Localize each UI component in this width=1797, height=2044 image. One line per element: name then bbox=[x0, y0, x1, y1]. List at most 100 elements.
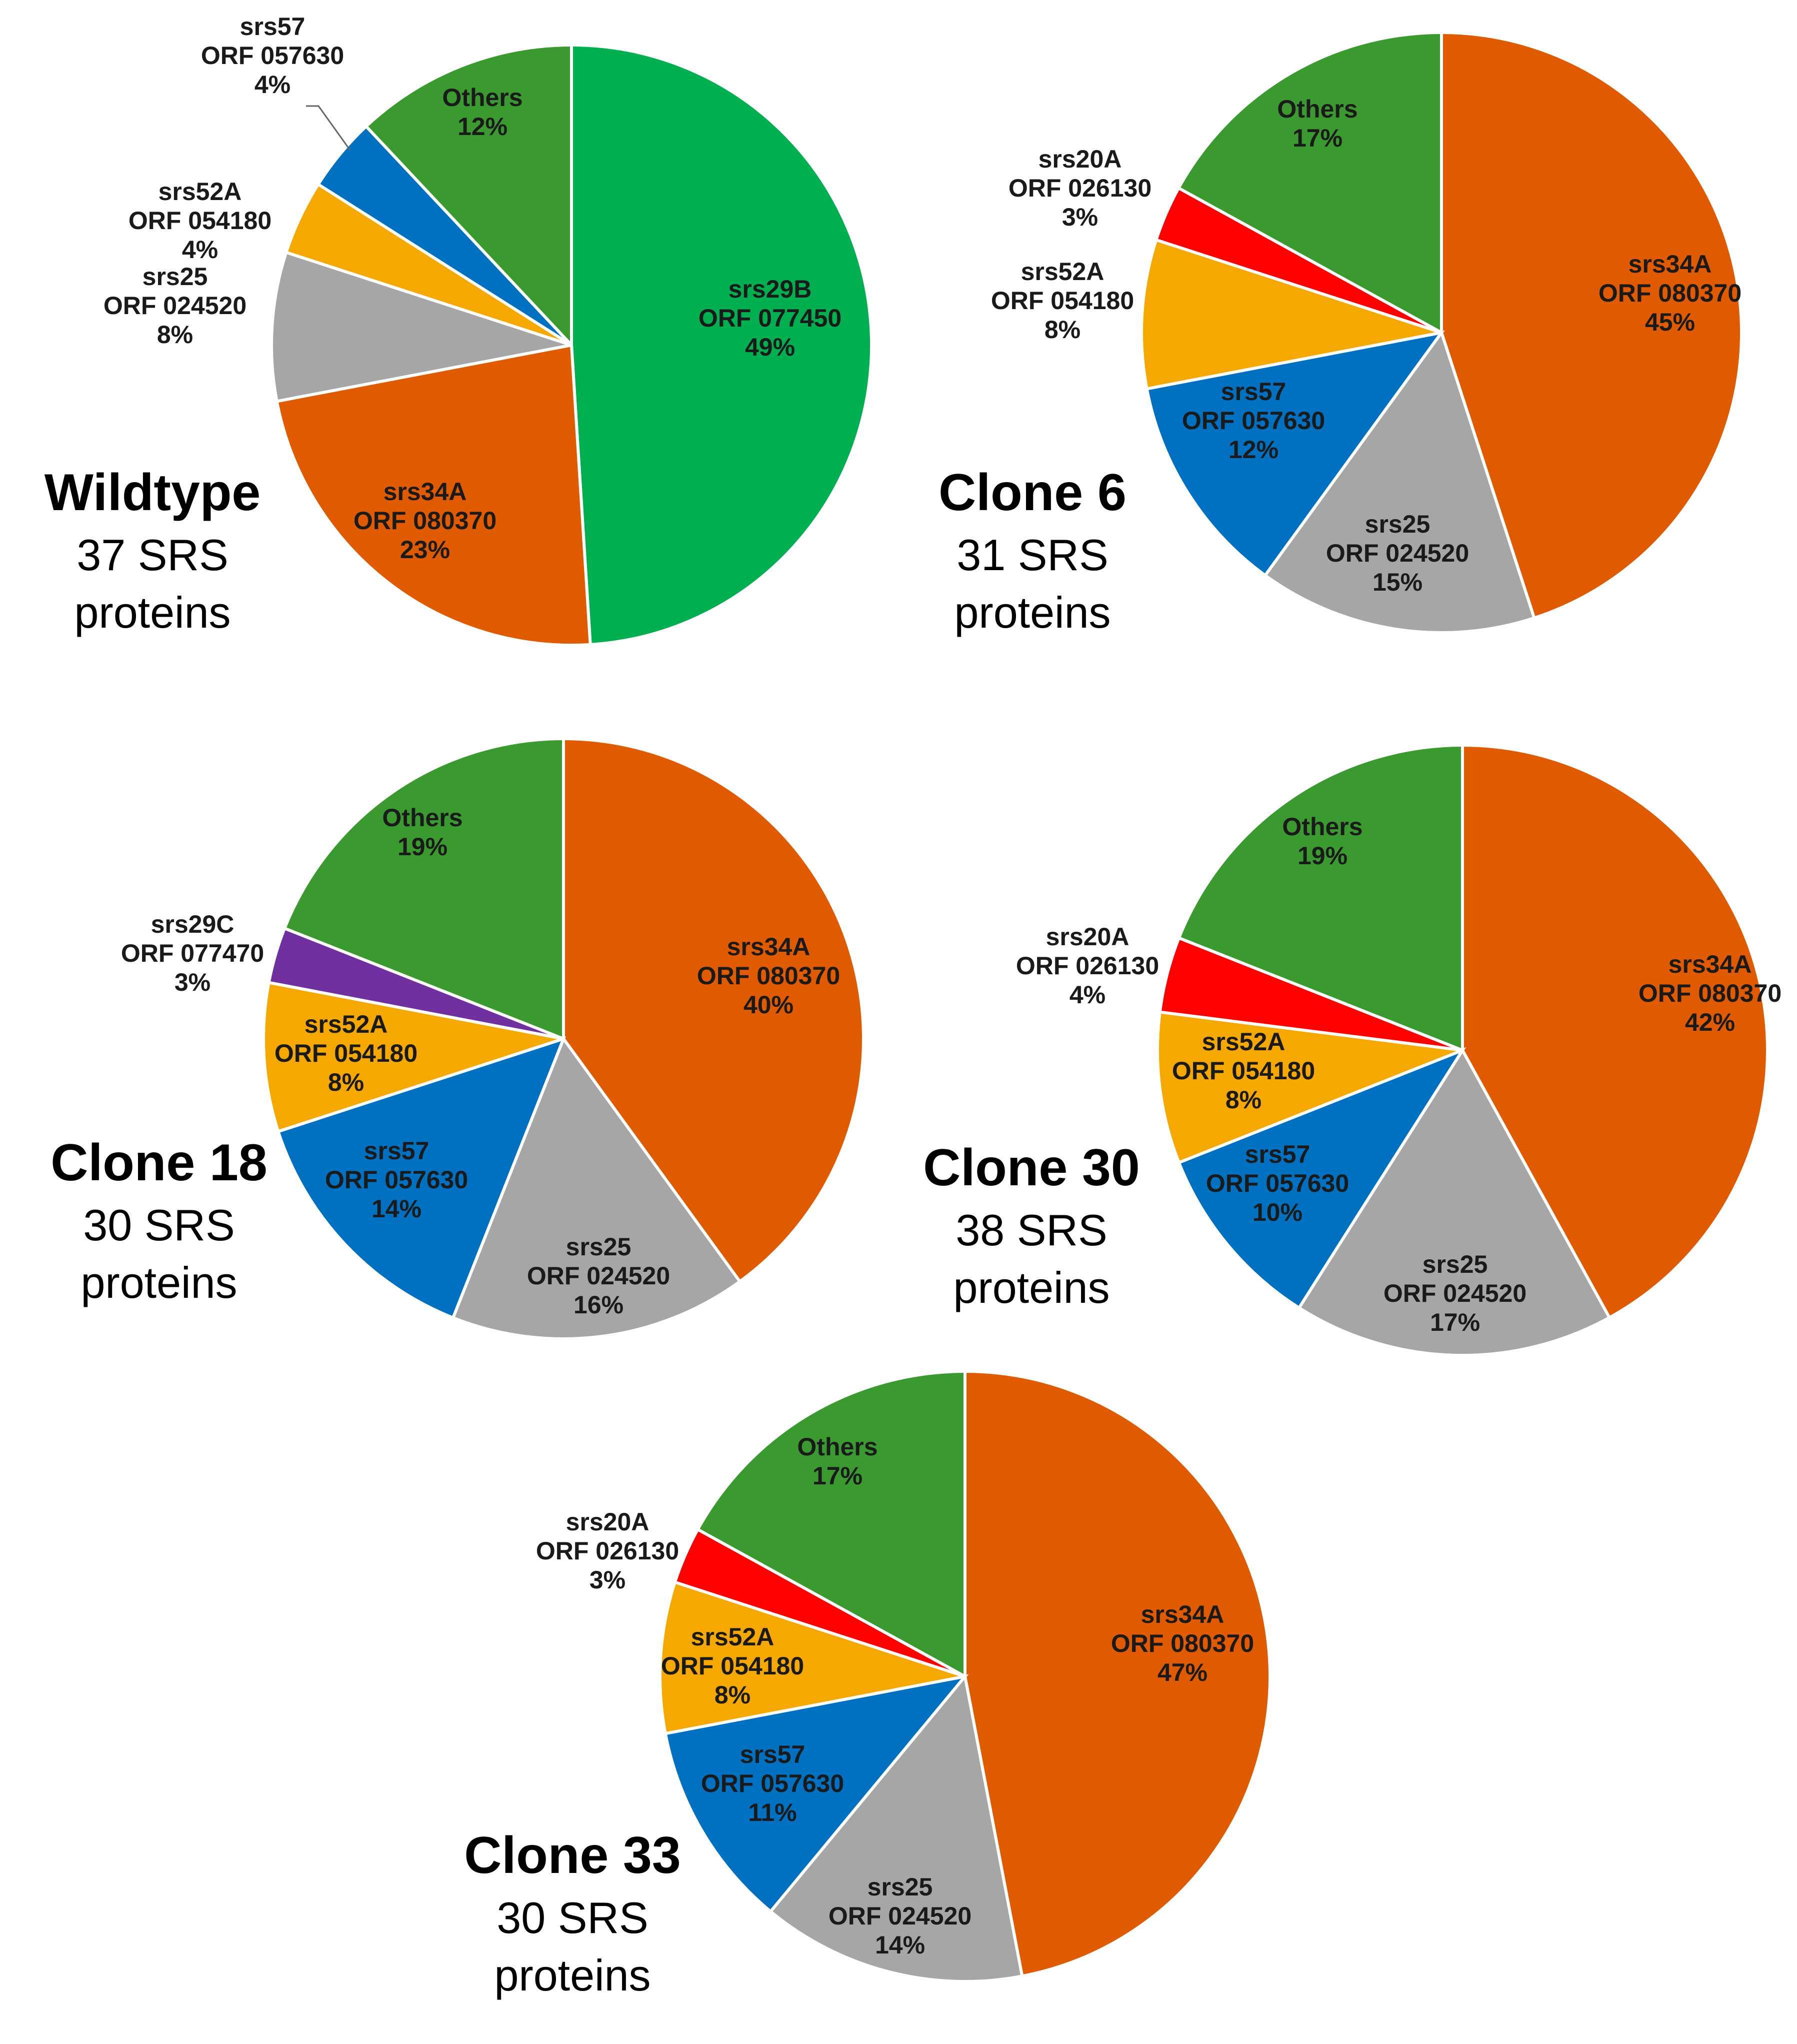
slice-label-pct-label: 8% bbox=[714, 1681, 750, 1709]
sample-count-clone30: 38 SRS bbox=[956, 1205, 1107, 1255]
slice-label-pct-label: 3% bbox=[174, 968, 210, 996]
slice-label-label: srs52A bbox=[304, 1010, 388, 1038]
slice-label-orf: ORF 054180 bbox=[991, 287, 1134, 315]
slice-label-label: srs52A bbox=[158, 178, 242, 206]
pie-slice-wildtype-others bbox=[364, 43, 573, 349]
slice-label-pct-label: 19% bbox=[398, 833, 448, 861]
slice-label-clone18-srs57: srs57 ORF 057630 14% bbox=[325, 1137, 468, 1223]
sample-title-clone30: Clone 30 bbox=[923, 1139, 1140, 1197]
slice-label-pct-label: 19% bbox=[1298, 842, 1348, 870]
slice-label-clone18-srs29c: srs29C ORF 077470 3% bbox=[121, 910, 264, 996]
slice-label-label: srs29C bbox=[151, 910, 234, 938]
slice-label-clone33-srs25: srs25 ORF 024520 14% bbox=[828, 1873, 972, 1959]
pie-slice-clone6-others bbox=[1176, 31, 1443, 336]
slice-label-pct-label: 4% bbox=[254, 71, 290, 99]
slice-label-label: Others bbox=[797, 1433, 878, 1461]
slice-label-pct-label: 47% bbox=[1158, 1658, 1208, 1686]
pie-slice-clone30-srs34a bbox=[1461, 743, 1770, 1320]
slice-label-orf: ORF 057630 bbox=[701, 1769, 844, 1797]
slice-label-clone6-srs52a: srs52A ORF 054180 8% bbox=[991, 258, 1134, 344]
slice-label-clone6-srs57: srs57 ORF 057630 12% bbox=[1182, 378, 1325, 464]
slice-label-pct-label: 14% bbox=[372, 1195, 422, 1223]
slice-label-wildtype-srs25: srs25 ORF 024520 8% bbox=[104, 263, 246, 349]
slice-label-label: srs34A bbox=[384, 478, 467, 506]
slice-label-wildtype-srs52a: srs52A ORF 054180 4% bbox=[128, 178, 272, 264]
slice-label-orf: ORF 080370 bbox=[354, 507, 496, 535]
slice-label-pct-label: 3% bbox=[590, 1566, 626, 1594]
slice-label-orf: ORF 077450 bbox=[698, 304, 842, 332]
slice-label-label: srs57 bbox=[1221, 378, 1286, 406]
pie-slice-clone33-srs52a bbox=[658, 1580, 966, 1735]
sample-unit-clone33: proteins bbox=[494, 1950, 650, 2000]
sample-unit-wildtype: proteins bbox=[74, 588, 230, 637]
slice-label-pct-label: 16% bbox=[574, 1291, 624, 1319]
slice-label-orf: ORF 024520 bbox=[828, 1902, 972, 1930]
pie-slice-clone30-srs52a bbox=[1156, 1010, 1464, 1165]
slice-label-pct-label: 12% bbox=[1228, 436, 1278, 464]
slice-label-clone18-srs25: srs25 ORF 024520 16% bbox=[527, 1233, 670, 1319]
pie-slice-clone18-others bbox=[282, 737, 565, 1041]
slice-label-pct-label: 11% bbox=[748, 1798, 796, 1826]
slice-label-label: srs57 bbox=[1245, 1140, 1310, 1168]
sample-title-clone6: Clone 6 bbox=[938, 464, 1126, 522]
sample-count-clone6: 31 SRS bbox=[956, 530, 1108, 580]
slice-label-clone30-srs20a: srs20A ORF 026130 4% bbox=[1016, 923, 1159, 1009]
slice-label-label: Others bbox=[442, 84, 522, 112]
slice-label-clone30-srs52a: srs52A ORF 054180 8% bbox=[1172, 1028, 1315, 1114]
slice-label-label: srs25 bbox=[1365, 510, 1430, 538]
sample-unit-clone18: proteins bbox=[80, 1258, 237, 1307]
slice-label-clone30-srs57: srs57 ORF 057630 10% bbox=[1206, 1140, 1349, 1226]
slice-label-pct-label: 17% bbox=[1292, 124, 1342, 152]
slice-label-orf: ORF 077470 bbox=[121, 939, 264, 967]
pie-slice-clone6-srs52a bbox=[1140, 238, 1442, 391]
slice-label-label: srs52A bbox=[1202, 1028, 1286, 1056]
pie-slice-clone18-srs34a bbox=[562, 737, 865, 1284]
slice-label-pct-label: 17% bbox=[1430, 1308, 1480, 1336]
slice-label-label: srs52A bbox=[691, 1623, 774, 1651]
slice-label-pct-label: 8% bbox=[328, 1068, 364, 1096]
slice-label-orf: ORF 054180 bbox=[661, 1652, 804, 1680]
slice-label-orf: ORF 024520 bbox=[527, 1262, 670, 1290]
slice-label-orf: ORF 054180 bbox=[1172, 1057, 1315, 1085]
slice-label-label: srs57 bbox=[740, 1740, 806, 1768]
sample-title-clone33: Clone 33 bbox=[464, 1826, 680, 1884]
slice-label-pct-label: 15% bbox=[1372, 568, 1422, 596]
pie-slice-clone33-others bbox=[696, 1369, 966, 1679]
slice-label-pct-label: 49% bbox=[745, 333, 795, 361]
slice-label-clone33-srs52a: srs52A ORF 054180 8% bbox=[661, 1623, 804, 1709]
slice-label-pct-label: 8% bbox=[1226, 1086, 1262, 1114]
slice-label-label: srs25 bbox=[868, 1873, 933, 1901]
slice-label-label: srs25 bbox=[1422, 1250, 1488, 1278]
slice-label-clone30-srs25: srs25 ORF 024520 17% bbox=[1384, 1250, 1526, 1336]
slice-label-clone33-srs20a: srs20A ORF 026130 3% bbox=[536, 1508, 679, 1594]
sample-count-clone18: 30 SRS bbox=[83, 1200, 234, 1250]
slice-label-orf: ORF 024520 bbox=[1326, 539, 1469, 567]
slice-label-orf: ORF 026130 bbox=[1008, 174, 1152, 202]
pie-chart-clone18: srs34A ORF 080370 40%srs25 ORF 024520 16%srs… bbox=[50, 737, 865, 1340]
slice-label-orf: ORF 024520 bbox=[104, 292, 246, 320]
slice-label-orf: ORF 024520 bbox=[1384, 1279, 1526, 1307]
slice-label-pct-label: 42% bbox=[1685, 1008, 1735, 1036]
slice-label-label: srs29B bbox=[728, 275, 812, 303]
pie-slice-clone6-srs25 bbox=[1263, 329, 1536, 634]
slice-label-pct-label: 17% bbox=[812, 1462, 862, 1490]
pie-slice-clone33-srs34a bbox=[964, 1369, 1272, 1978]
slice-label-orf: ORF 026130 bbox=[1016, 952, 1159, 980]
slice-label-wildtype-srs29b: srs29B ORF 077450 49% bbox=[698, 275, 842, 361]
slice-label-orf: ORF 057630 bbox=[1206, 1169, 1349, 1197]
slice-label-orf: ORF 080370 bbox=[1111, 1629, 1254, 1657]
pie-chart-clone6: srs34A ORF 080370 45%srs25 ORF 024520 15%srs… bbox=[938, 31, 1743, 637]
sample-count-wildtype: 37 SRS bbox=[76, 530, 228, 580]
slice-label-label: srs20A bbox=[1046, 923, 1130, 951]
slice-label-orf: ORF 057630 bbox=[1182, 407, 1325, 435]
pie-slice-clone33-srs25 bbox=[768, 1673, 1024, 1983]
slice-label-label: srs34A bbox=[1141, 1600, 1224, 1628]
slice-label-orf: ORF 054180 bbox=[128, 207, 272, 235]
pie-slice-wildtype-srs25 bbox=[270, 250, 572, 403]
slice-label-label: srs25 bbox=[142, 263, 208, 291]
slice-label-pct-label: 3% bbox=[1062, 203, 1098, 231]
slice-label-clone33-srs34a: srs34A ORF 080370 47% bbox=[1111, 1600, 1254, 1686]
sample-title-clone18: Clone 18 bbox=[50, 1134, 267, 1192]
slice-label-pct-label: 40% bbox=[744, 991, 794, 1019]
